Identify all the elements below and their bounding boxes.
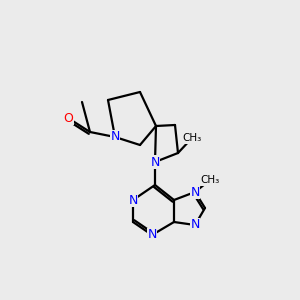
Text: N: N	[150, 155, 160, 169]
Text: N: N	[190, 185, 200, 199]
Text: CH₃: CH₃	[200, 175, 220, 185]
Text: N: N	[110, 130, 120, 143]
Text: CH₃: CH₃	[182, 133, 202, 143]
Text: N: N	[128, 194, 138, 206]
Text: N: N	[147, 229, 157, 242]
Text: O: O	[63, 112, 73, 124]
Text: N: N	[190, 218, 200, 232]
